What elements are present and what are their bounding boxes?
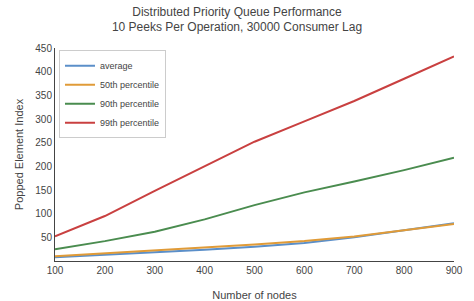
svg-text:200: 200 xyxy=(97,265,114,276)
svg-text:250: 250 xyxy=(35,137,52,148)
svg-text:Number of nodes: Number of nodes xyxy=(212,289,297,301)
svg-text:200: 200 xyxy=(35,161,52,172)
svg-text:90th percentile: 90th percentile xyxy=(100,99,159,109)
svg-text:50th percentile: 50th percentile xyxy=(100,80,159,90)
svg-text:600: 600 xyxy=(296,265,313,276)
svg-text:800: 800 xyxy=(396,265,413,276)
svg-text:99th percentile: 99th percentile xyxy=(100,118,159,128)
svg-text:400: 400 xyxy=(35,66,52,77)
svg-text:900: 900 xyxy=(446,265,463,276)
svg-text:150: 150 xyxy=(35,185,52,196)
svg-text:100: 100 xyxy=(47,265,64,276)
svg-text:700: 700 xyxy=(346,265,363,276)
svg-text:300: 300 xyxy=(146,265,163,276)
svg-text:average: average xyxy=(100,61,133,71)
svg-text:450: 450 xyxy=(35,43,52,54)
svg-text:Popped Element Index: Popped Element Index xyxy=(13,98,25,210)
svg-text:300: 300 xyxy=(35,114,52,125)
svg-text:100: 100 xyxy=(35,208,52,219)
svg-text:Distributed Priority Queue Per: Distributed Priority Queue Performance10… xyxy=(112,5,362,35)
svg-text:350: 350 xyxy=(35,90,52,101)
svg-text:50: 50 xyxy=(41,232,53,243)
svg-text:400: 400 xyxy=(196,265,213,276)
svg-text:500: 500 xyxy=(246,265,263,276)
